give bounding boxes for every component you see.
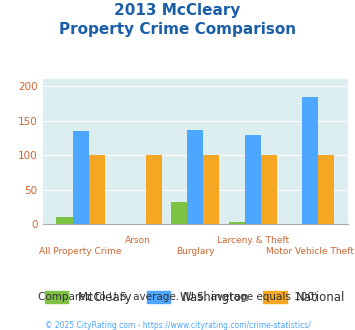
Bar (171, 202, 187, 224)
Text: Larceny & Theft: Larceny & Theft (217, 236, 289, 245)
Legend: McCleary, Washington, National: McCleary, Washington, National (40, 286, 350, 309)
Bar (229, 222, 245, 224)
Text: Burglary: Burglary (176, 248, 214, 256)
Bar (318, 154, 334, 224)
Bar (72, 131, 89, 224)
Text: Compared to U.S. average. (U.S. average equals 100): Compared to U.S. average. (U.S. average … (38, 292, 317, 302)
Bar (187, 130, 203, 224)
Bar (245, 135, 261, 224)
Text: © 2025 CityRating.com - https://www.cityrating.com/crime-statistics/: © 2025 CityRating.com - https://www.city… (45, 321, 310, 330)
Bar (56, 217, 72, 224)
Bar (302, 97, 318, 224)
Bar (261, 154, 277, 224)
Text: Motor Vehicle Theft: Motor Vehicle Theft (266, 248, 354, 256)
Text: 2013 McCleary
Property Crime Comparison: 2013 McCleary Property Crime Comparison (59, 3, 296, 37)
Bar (89, 154, 105, 224)
Text: All Property Crime: All Property Crime (39, 248, 122, 256)
Bar (146, 154, 162, 224)
Bar (203, 154, 219, 224)
Text: Arson: Arson (125, 236, 151, 245)
